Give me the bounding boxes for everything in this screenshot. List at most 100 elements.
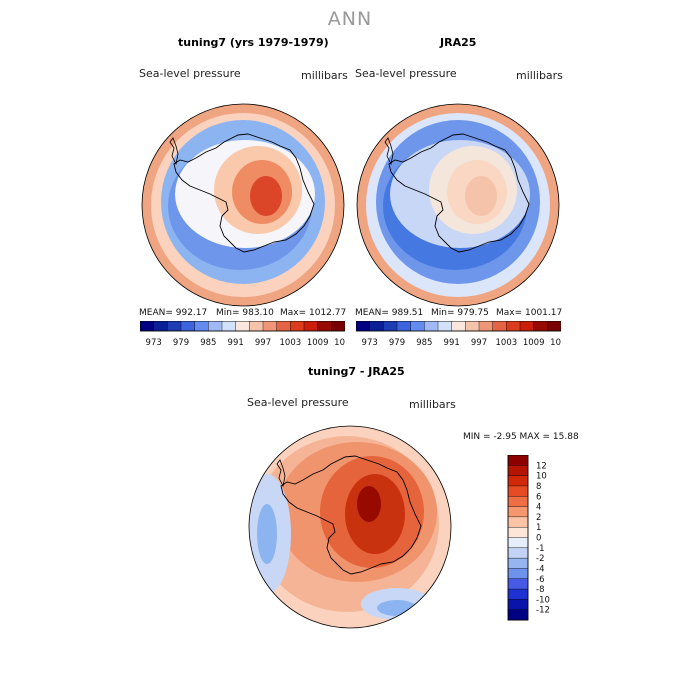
colorbar-swatch <box>507 516 529 528</box>
map-boundary-circle <box>248 425 452 629</box>
obs-min-stat: Min= 979.75 <box>431 308 489 318</box>
colorbar-swatch <box>492 321 507 332</box>
figure-title: ANN <box>327 8 373 30</box>
diff-polar-map <box>248 425 452 629</box>
colorbar-tick-label: 4 <box>536 503 541 513</box>
colorbar-swatch <box>410 321 425 332</box>
model-units-label: millibars <box>301 69 348 82</box>
antarctica-coastline <box>280 455 422 575</box>
colorbar-tick-label: -2 <box>536 554 544 564</box>
colorbar-tick-label: -6 <box>536 575 544 585</box>
colorbar-swatch <box>506 321 521 332</box>
colorbar-swatch <box>396 321 412 332</box>
diff-field-negative-south-core <box>377 600 417 616</box>
colorbar-tick-label: -4 <box>536 564 544 574</box>
colorbar-swatch <box>451 321 466 332</box>
diff-field-peak <box>357 486 381 522</box>
colorbar-tick-label: 979 <box>389 338 405 348</box>
colorbar-swatch <box>208 321 223 332</box>
colorbar-swatch <box>507 547 529 559</box>
colorbar-tick-label: 8 <box>536 482 541 492</box>
colorbar-swatch <box>180 321 196 332</box>
antarctic-peninsula-coastline <box>169 137 179 166</box>
antarctic-peninsula-coastline <box>276 459 286 488</box>
colorbar-swatch <box>507 506 529 518</box>
model-variable-label: Sea-level pressure <box>139 67 241 80</box>
colorbar-tick-label: 979 <box>173 338 189 348</box>
colorbar-swatch <box>303 321 319 332</box>
colorbar-swatch <box>507 496 529 508</box>
colorbar-frame <box>140 321 345 332</box>
diff-panel-title: tuning7 - JRA25 <box>308 365 405 378</box>
colorbar-swatch <box>507 578 529 590</box>
diff-min-max-stats: MIN = -2.95 MAX = 15.88 <box>463 432 579 442</box>
colorbar-swatch <box>290 321 305 332</box>
colorbar-tick-label: 2 <box>536 513 541 523</box>
colorbar-swatch <box>140 321 155 332</box>
obs-mean-stat: MEAN= 989.51 <box>355 308 424 318</box>
colorbar-swatch <box>383 321 398 332</box>
colorbar-tick-label: 1009 <box>523 338 545 348</box>
colorbar-swatch <box>153 321 168 332</box>
colorbar-swatch <box>437 321 453 332</box>
model-max-stat: Max= 1012.77 <box>280 308 347 318</box>
colorbar-swatch <box>507 526 529 539</box>
antarctica-coastline <box>388 133 530 253</box>
obs-units-label: millibars <box>516 69 563 82</box>
colorbar-tick-label: 973 <box>146 338 162 348</box>
obs-panel-title: JRA25 <box>440 36 477 49</box>
obs-max-stat: Max= 1001.17 <box>496 308 563 318</box>
map-boundary-circle <box>356 103 560 307</box>
colorbar-swatch <box>262 321 278 332</box>
colorbar-tick-label: 997 <box>255 338 271 348</box>
antarctic-peninsula-coastline <box>384 137 394 166</box>
colorbar-tick-label: 973 <box>362 338 378 348</box>
model-mean-stat: MEAN= 992.17 <box>139 308 208 318</box>
colorbar-swatch <box>167 321 182 332</box>
colorbar-tick-label: 985 <box>416 338 432 348</box>
colorbar-swatch <box>519 321 535 332</box>
colorbar-swatch <box>221 321 237 332</box>
obs-polar-map <box>356 103 560 307</box>
colorbar-swatch <box>478 321 494 332</box>
model-min-stat: Min= 983.10 <box>216 308 274 318</box>
diff-variable-label: Sea-level pressure <box>247 396 349 409</box>
colorbar-tick-label: 10 <box>536 472 547 482</box>
colorbar-tick-label: -1 <box>536 544 544 554</box>
field-interior-high <box>250 176 282 216</box>
model-panel-title: tuning7 (yrs 1979-1979) <box>178 36 329 49</box>
colorbar-swatch <box>547 321 561 332</box>
obs-variable-label: Sea-level pressure <box>355 67 457 80</box>
colorbar-tick-label: -12 <box>536 606 550 616</box>
colorbar-swatch <box>507 588 529 600</box>
colorbar-swatch <box>356 321 371 332</box>
colorbar-tick-label: 12 <box>536 461 547 471</box>
colorbar-swatch <box>331 321 345 332</box>
diff-units-label: millibars <box>409 398 456 411</box>
colorbar-tick-label: 1003 <box>496 338 518 348</box>
colorbar-tick-label: 1015 <box>550 338 561 348</box>
colorbar-swatch <box>249 321 264 332</box>
obs-colorbar: 973 979 985 991 997 1003 1009 1015 <box>356 321 561 348</box>
colorbar-swatch <box>465 321 480 332</box>
colorbar-frame <box>356 321 561 332</box>
colorbar-swatch <box>507 455 529 466</box>
colorbar-swatch <box>424 321 439 332</box>
colorbar-frame <box>507 455 529 621</box>
colorbar-swatch <box>235 321 250 332</box>
colorbar-swatch <box>194 321 209 332</box>
colorbar-swatch <box>507 568 529 580</box>
diff-field-negative-west-core <box>257 504 277 564</box>
colorbar-swatch <box>276 321 291 332</box>
colorbar-tick-label: 6 <box>536 492 541 502</box>
colorbar-tick-label: 991 <box>228 338 244 348</box>
colorbar-swatch <box>507 609 529 621</box>
colorbar-tick-label: 1015 <box>334 338 345 348</box>
map-boundary-circle <box>141 103 345 307</box>
colorbar-tick-label: 997 <box>471 338 487 348</box>
colorbar-tick-label: -10 <box>536 595 550 605</box>
colorbar-tick-label: 0 <box>536 534 541 544</box>
colorbar-tick-label: 1009 <box>307 338 329 348</box>
colorbar-swatch <box>507 465 529 477</box>
